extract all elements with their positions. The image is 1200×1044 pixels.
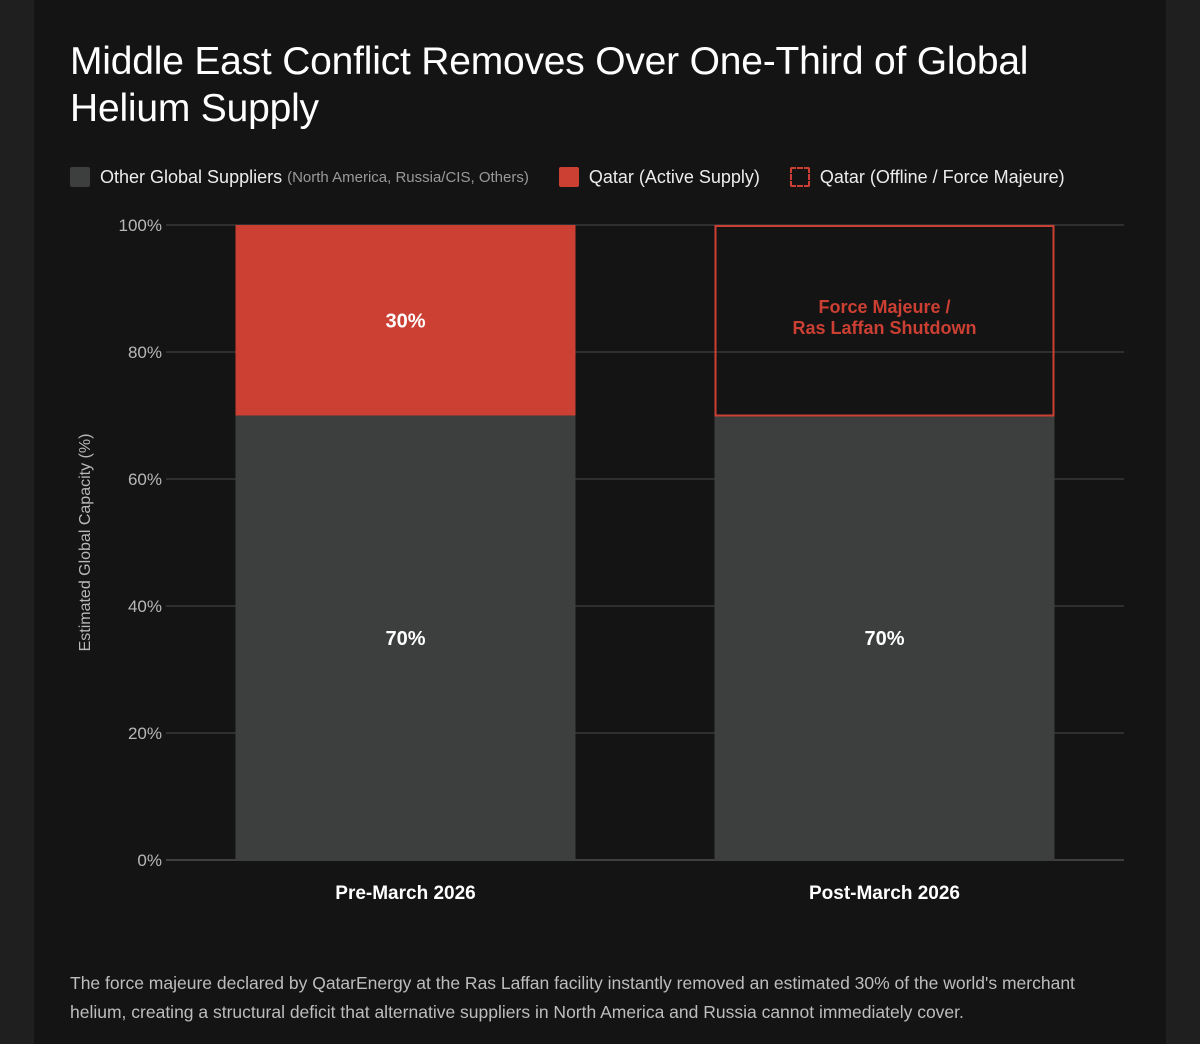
legend-note-other: (North America, Russia/CIS, Others) (287, 168, 529, 186)
bar-value-label: 70% (385, 628, 425, 650)
y-tick-label: 0% (137, 851, 162, 870)
legend-label-qatar-active: Qatar (Active Supply) (588, 166, 760, 187)
chart-card: Middle East Conflict Removes Over One-Th… (34, 0, 1166, 1044)
y-tick-label: 40% (128, 597, 162, 616)
legend-label-qatar-offline: Qatar (Offline / Force Majeure) (819, 166, 1065, 187)
y-tick-label: 60% (128, 470, 162, 489)
bar-annotation: Force Majeure / (818, 297, 950, 317)
legend-item-qatar-active: Qatar (Active Supply) (558, 166, 760, 188)
legend-item-other: Other Global Suppliers (North America, R… (70, 167, 529, 188)
bar-segment-other (714, 415, 1055, 860)
y-tick-label: 80% (128, 343, 162, 362)
legend-swatch-other (70, 167, 90, 187)
stacked-bar-chart: 0% 20% 40% 60% 80% 100% Estimated Global Capac… (34, 200, 1166, 930)
chart-title: Middle East Conflict Removes Over One-Th… (70, 40, 1029, 130)
legend-item-qatar-offline: Qatar (Offline / Force Majeure) (789, 166, 1065, 188)
bar-segment-other (235, 415, 576, 860)
y-tick-label: 20% (128, 724, 162, 743)
legend: Other Global Suppliers (North America, R… (70, 165, 1095, 189)
y-tick-label: 100% (119, 216, 162, 235)
legend-label-other: Other Global Suppliers (100, 166, 283, 187)
chart-svg: 0% 20% 40% 60% 80% 100% Estimated Global Capac… (77, 216, 1124, 904)
y-axis-title: Estimated Global Capacity (%) (77, 434, 94, 652)
bar-value-label: 70% (864, 628, 904, 650)
legend-swatch-qatar-active (558, 167, 579, 187)
x-category-label: Pre-March 2026 (335, 883, 475, 904)
legend-swatch-qatar-offline (789, 167, 810, 187)
bar-segment-offline (714, 225, 1055, 417)
chart-caption: The force majeure declared by QatarEnerg… (70, 973, 1075, 1022)
x-category-label: Post-March 2026 (809, 883, 960, 904)
bar-annotation: Ras Laffan Shutdown (793, 318, 977, 338)
bar-segment-qatar-active (235, 225, 576, 416)
bar-value-label: 30% (385, 310, 425, 332)
